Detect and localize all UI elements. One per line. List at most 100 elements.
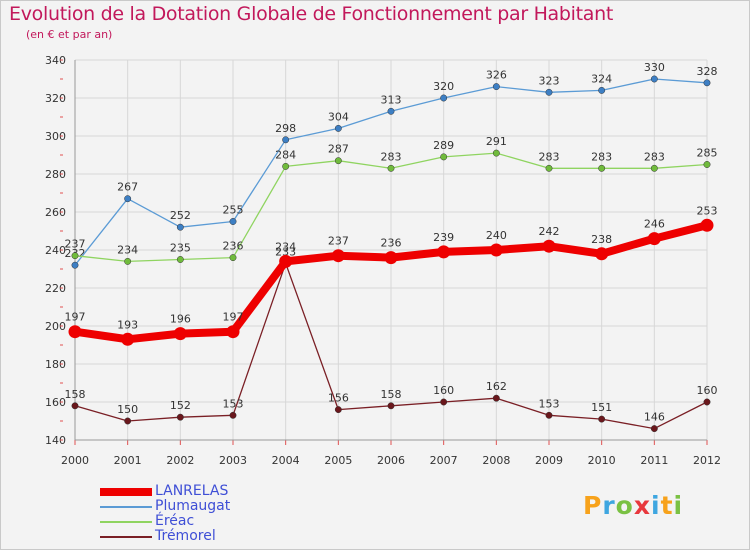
proxiti-logo: Proxiti [583,491,683,520]
data-label-tremorel: 150 [117,403,138,416]
data-label-tremorel: 156 [328,392,349,405]
data-label-plumaugat: 320 [433,80,454,93]
data-label-lanrelas: 253 [697,204,718,217]
data-label-tremorel: 153 [223,397,244,410]
data-label-ereac: 287 [328,143,349,156]
legend-swatch-tremorel [100,536,152,538]
data-label-plumaugat: 330 [644,61,665,74]
data-point-ereac [229,254,237,262]
legend-label-ereac: Éréac [155,513,195,529]
data-point-ereac [650,164,658,172]
x-tick-label: 2003 [219,454,247,467]
data-label-plumaugat: 255 [223,204,244,217]
x-tick-label: 2010 [588,454,616,467]
data-point-lanrelas [121,332,135,346]
data-label-lanrelas: 234 [275,240,296,253]
data-label-lanrelas: 197 [223,311,244,324]
x-tick-label: 2005 [324,454,352,467]
data-point-ereac [492,149,500,157]
data-point-plumaugat [703,79,711,87]
data-point-tremorel [229,411,237,419]
data-label-tremorel: 158 [65,388,86,401]
data-label-ereac: 283 [381,150,402,163]
data-point-tremorel [387,402,395,410]
data-label-plumaugat: 323 [539,74,560,87]
y-tick-label: 240 [45,244,66,257]
x-tick-label: 2000 [61,454,89,467]
x-tick-label: 2008 [482,454,510,467]
legend-label-tremorel: Trémorel [155,528,216,544]
data-label-plumaugat: 324 [591,72,612,85]
data-label-tremorel: 153 [539,397,560,410]
x-tick-label: 2007 [430,454,458,467]
x-tick-label: 2002 [166,454,194,467]
data-point-lanrelas [647,232,661,246]
data-label-plumaugat: 304 [328,110,349,123]
data-point-lanrelas [437,245,451,259]
data-label-lanrelas: 239 [433,231,454,244]
legend-swatch-lanrelas [100,488,152,496]
data-point-lanrelas [331,249,345,263]
data-point-tremorel [703,398,711,406]
data-label-lanrelas: 197 [65,311,86,324]
chart-title: Evolution de la Dotation Globale de Fonc… [9,3,614,25]
data-label-tremorel: 233 [275,245,296,258]
data-label-ereac: 284 [275,148,296,161]
y-tick-label: 280 [45,168,66,181]
data-point-lanrelas [279,254,293,268]
data-label-plumaugat: 328 [697,65,718,78]
data-point-plumaugat [492,83,500,91]
data-point-plumaugat [440,94,448,102]
data-point-plumaugat [387,107,395,115]
data-point-lanrelas [384,251,398,265]
logo-letter: i [651,491,661,520]
data-label-tremorel: 151 [591,401,612,414]
data-label-tremorel: 146 [644,411,665,424]
logo-letter: i [673,491,684,520]
y-tick-label: 140 [45,434,66,447]
data-point-plumaugat [598,86,606,94]
data-point-ereac [387,164,395,172]
data-point-plumaugat [229,218,237,225]
data-point-lanrelas [489,243,503,257]
y-tick-label: 320 [45,92,66,105]
data-point-tremorel [492,394,500,402]
data-label-lanrelas: 238 [591,233,612,246]
x-tick-label: 2001 [114,454,142,467]
data-label-lanrelas: 237 [328,235,349,248]
logo-letter: r [602,491,616,520]
data-label-ereac: 235 [170,242,191,255]
data-point-plumaugat [176,223,184,231]
data-point-plumaugat [282,136,290,144]
data-point-tremorel [650,425,658,433]
data-label-lanrelas: 236 [381,237,402,250]
data-label-ereac: 283 [644,150,665,163]
data-point-tremorel [334,406,342,414]
data-label-ereac: 236 [223,240,244,253]
data-label-ereac: 234 [117,243,138,256]
data-label-tremorel: 160 [433,384,454,397]
data-point-ereac [598,164,606,172]
data-label-ereac: 289 [433,139,454,152]
y-tick-label: 300 [45,130,66,143]
legend-label-plumaugat: Plumaugat [155,498,231,514]
data-point-lanrelas [542,239,556,253]
logo-letter: P [583,491,603,520]
legend-swatch-ereac [100,521,152,523]
data-label-lanrelas: 193 [117,318,138,331]
x-tick-label: 2004 [272,454,300,467]
data-point-plumaugat [124,195,132,203]
data-label-plumaugat: 298 [275,122,296,135]
data-label-lanrelas: 242 [539,225,560,238]
data-label-tremorel: 152 [170,399,191,412]
y-tick-label: 180 [45,358,66,371]
data-point-ereac [124,257,132,265]
data-label-lanrelas: 196 [170,313,191,326]
chart-subtitle: (en € et par an) [26,28,113,41]
legend-swatch-plumaugat [100,506,152,508]
data-label-plumaugat: 326 [486,69,507,82]
data-point-tremorel [124,417,132,425]
y-tick-label: 200 [45,320,66,333]
data-point-lanrelas [700,218,714,232]
